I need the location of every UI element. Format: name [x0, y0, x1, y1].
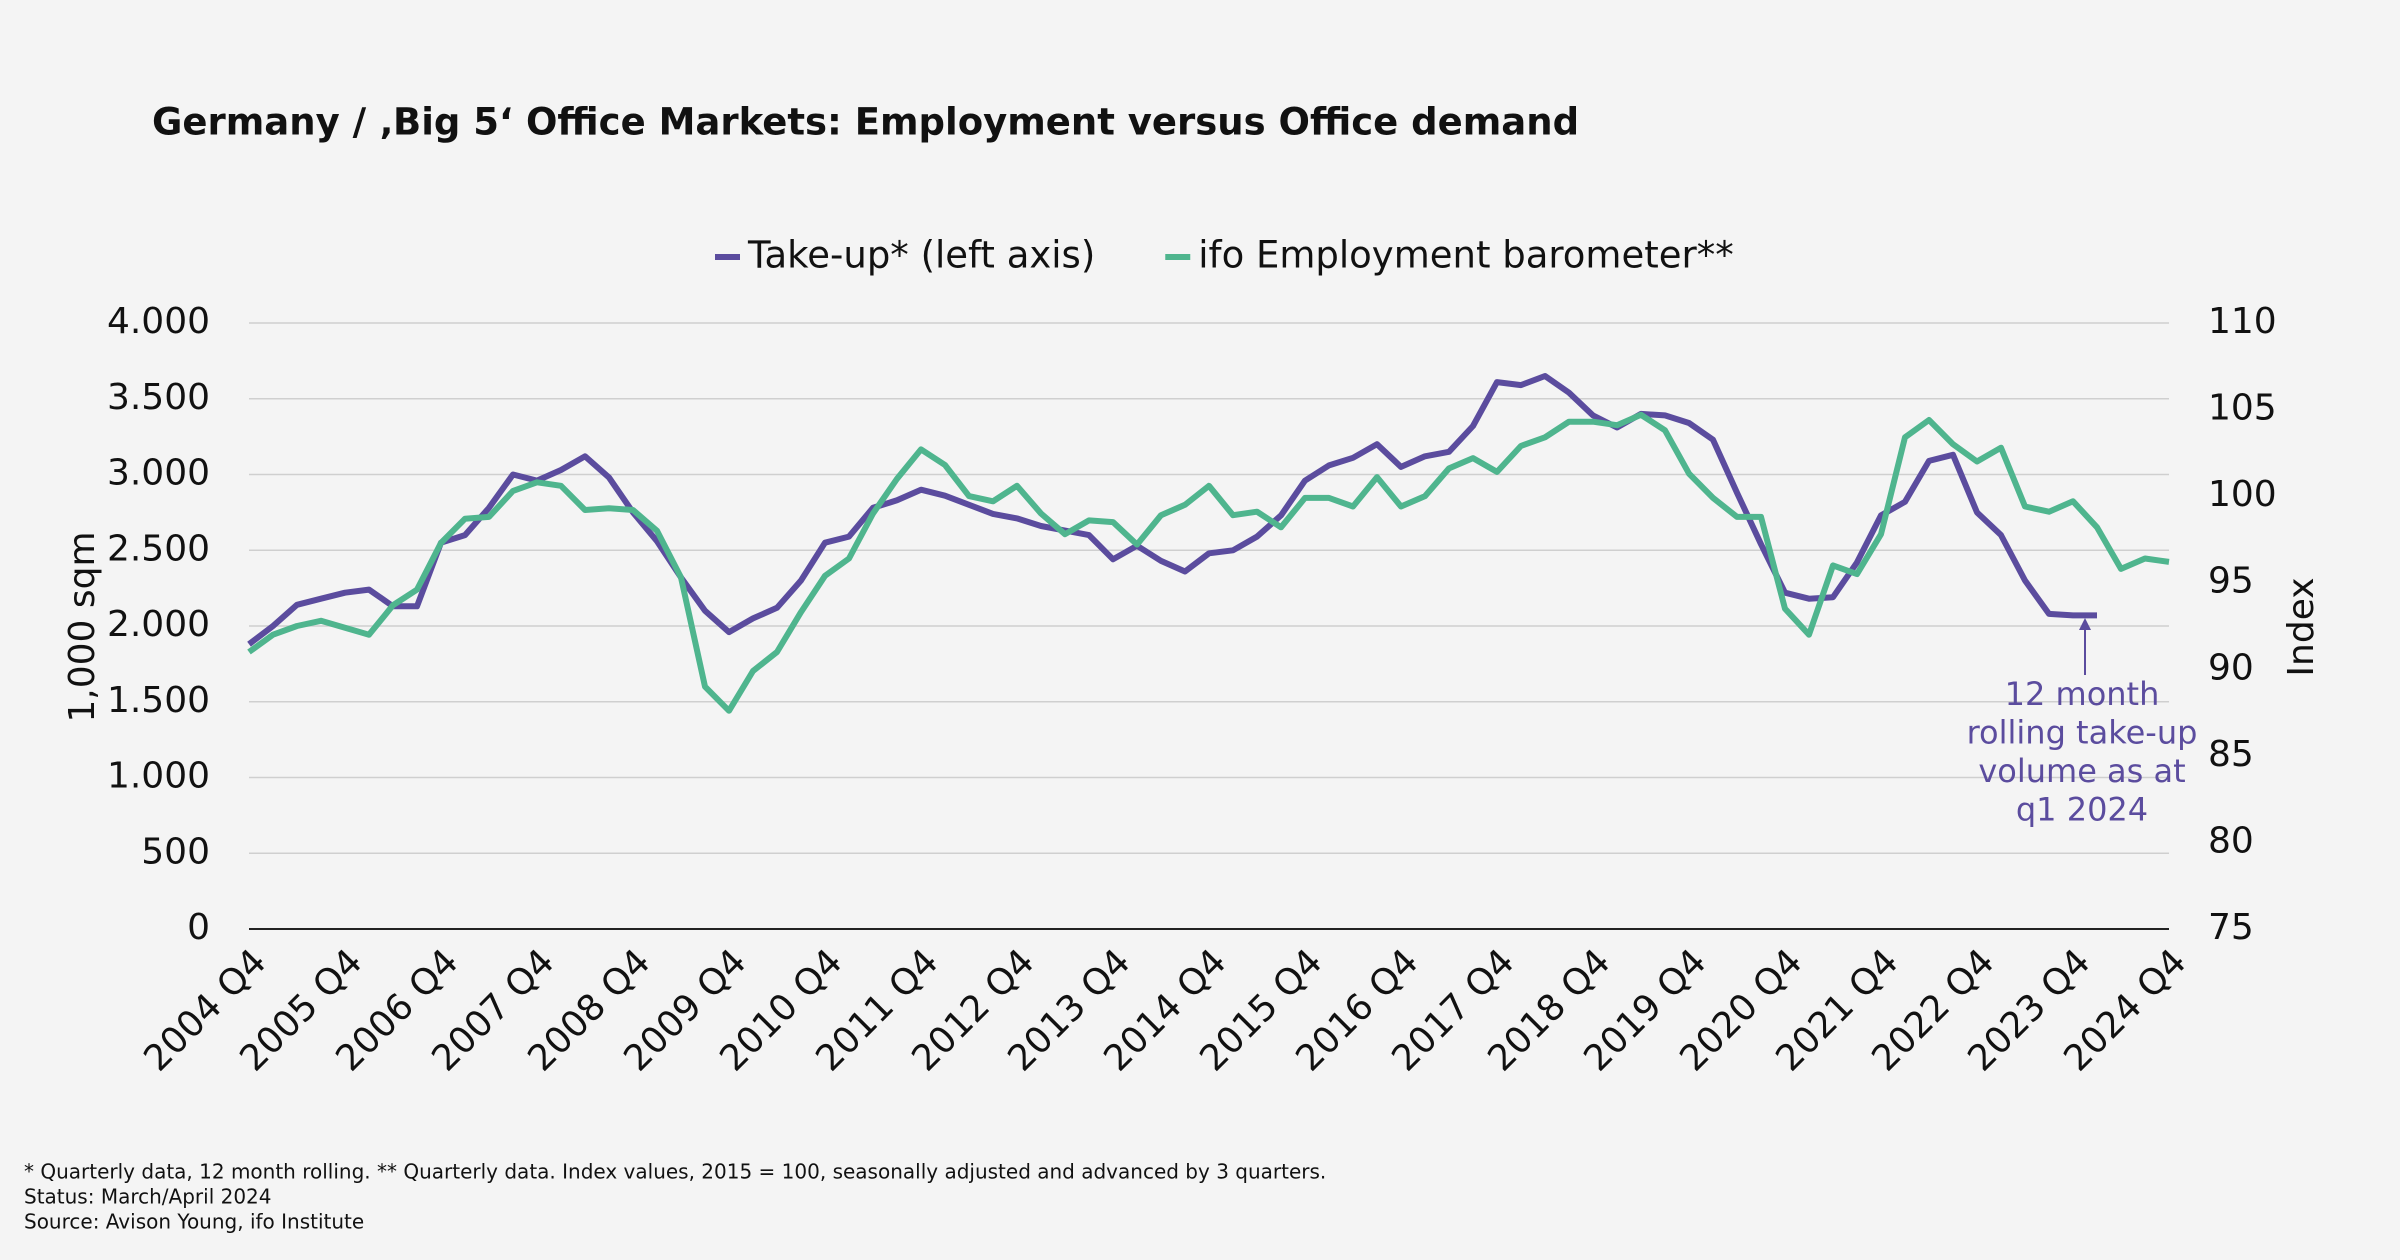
y-tick-label: 2.000	[107, 604, 210, 645]
annotation-arrowhead	[2079, 618, 2091, 630]
footnote: Status: March/April 2024	[24, 1185, 272, 1209]
y-tick-label: 3.000	[107, 453, 210, 494]
y2-tick-label: 105	[2208, 388, 2277, 429]
series-line	[247, 411, 2170, 714]
legend-label: Take-up* (left axis)	[747, 234, 1095, 277]
legend-label: ifo Employment barometer**	[1198, 234, 1733, 277]
y2-tick-label: 75	[2208, 907, 2254, 948]
y-tick-label: 1.500	[107, 680, 210, 721]
series-line	[247, 373, 2097, 647]
y-tick-label: 2.500	[107, 528, 210, 569]
y-axis-title: 1,000 sqm	[62, 531, 103, 722]
footnote: Source: Avison Young, ifo Institute	[24, 1210, 364, 1234]
y-tick-label: 4.000	[107, 301, 210, 342]
y2-tick-label: 85	[2208, 734, 2254, 775]
chart-title: Germany / ‚Big 5‘ Office Markets: Employ…	[152, 101, 1579, 144]
annotation-text: rolling take-up	[1967, 714, 2198, 752]
y2-tick-label: 80	[2208, 820, 2254, 861]
y-tick-label: 0	[187, 907, 210, 948]
annotation-text: q1 2024	[2016, 791, 2148, 829]
y2-tick-label: 95	[2208, 561, 2254, 602]
y2-tick-label: 100	[2208, 474, 2277, 515]
annotation-text: volume as at	[1978, 752, 2185, 790]
y-tick-label: 3.500	[107, 377, 210, 418]
footnote: * Quarterly data, 12 month rolling. ** Q…	[24, 1160, 1326, 1184]
y2-tick-label: 90	[2208, 647, 2254, 688]
y-tick-label: 500	[141, 831, 210, 872]
y2-tick-label: 110	[2208, 301, 2277, 342]
y2-axis-title: Index	[2281, 577, 2322, 676]
annotation-text: 12 month	[2005, 675, 2160, 713]
y-tick-label: 1.000	[107, 756, 210, 797]
